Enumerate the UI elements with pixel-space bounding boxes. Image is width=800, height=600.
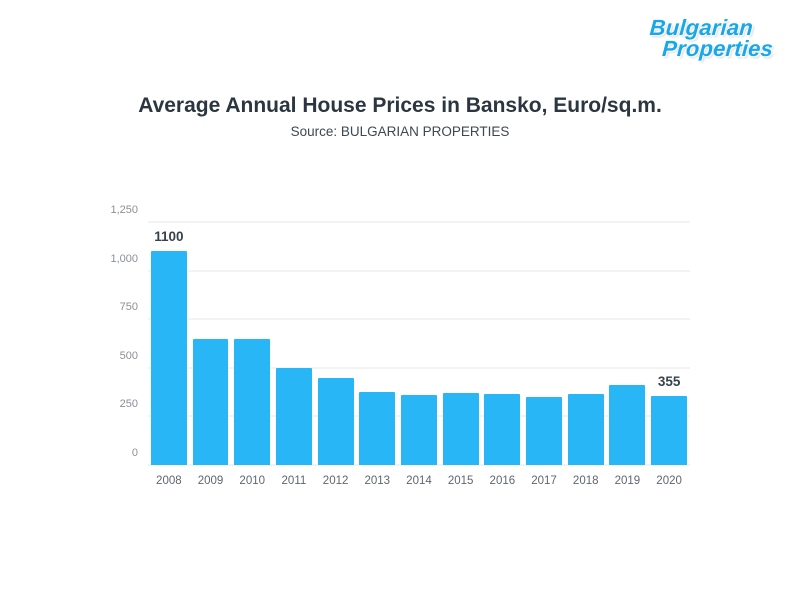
y-axis-tick-750: 750	[119, 301, 138, 314]
bar-slot-2019: 2019	[607, 222, 649, 487]
y-axis-tick-1,000: 1,000	[110, 252, 138, 265]
y-axis-tick-1,250: 1,250	[110, 204, 138, 216]
x-axis-label-2019: 2019	[614, 475, 641, 487]
bar-2019	[609, 385, 646, 465]
x-axis-label-2013: 2013	[364, 475, 391, 487]
bar-2020	[651, 396, 688, 465]
bar-2009	[192, 338, 229, 465]
value-label-2020: 355	[657, 374, 681, 389]
bar-slot-2014: 2014	[398, 222, 440, 487]
bar-slot-2009: 2009	[190, 222, 232, 487]
bar-2012	[317, 377, 354, 465]
bar-2017	[526, 396, 562, 465]
bar-2010	[234, 338, 271, 465]
value-label-2008: 1100	[154, 229, 184, 245]
y-axis-tick-500: 500	[119, 349, 138, 362]
bar-2008	[150, 251, 187, 465]
bar-slot-2013: 2013	[356, 222, 398, 487]
bar-2014	[401, 395, 437, 465]
brand-logo-line2: Properties	[661, 35, 775, 61]
gridline-1,250	[148, 221, 690, 223]
bar-slot-2010: 2010	[231, 222, 273, 487]
x-axis-label-2008: 2008	[156, 475, 182, 487]
x-axis-label-2012: 2012	[322, 475, 349, 487]
x-axis-label-2011: 2011	[281, 475, 307, 487]
x-axis-label-2017: 2017	[531, 475, 557, 487]
bar-2011	[275, 367, 312, 465]
bar-slot-2015: 2015	[440, 222, 482, 487]
bar-slot-2008: 2008 1100	[148, 222, 190, 487]
bar-slot-2011: 2011	[273, 222, 315, 487]
bar-slot-2020: 2020 355	[648, 222, 690, 487]
bar-2018	[567, 394, 604, 465]
brand-logo: Bulgarian Properties	[648, 15, 776, 61]
x-axis-label-2015: 2015	[447, 475, 474, 487]
x-axis-label-2010: 2010	[239, 475, 266, 487]
gridline-500	[148, 367, 690, 369]
gridline-0	[148, 464, 690, 466]
bars-container: 2008 1100 2009 2010 2011 2012 2013 2014 2015 2016…	[148, 222, 690, 487]
plot-area: 1,250 1,000 750 500 250 0 2008 1100 2009 2010 2011…	[110, 204, 690, 487]
gridline-1,000	[148, 270, 690, 272]
x-axis-label-2016: 2016	[489, 475, 516, 487]
x-axis-label-2020: 2020	[656, 475, 682, 487]
bar-slot-2012: 2012	[315, 222, 357, 487]
y-axis-tick-0: 0	[131, 447, 138, 459]
bar-slot-2016: 2016	[482, 222, 524, 487]
x-axis-label-2009: 2009	[197, 475, 224, 487]
x-axis-label-2014: 2014	[406, 475, 432, 487]
bar-2015	[442, 393, 479, 465]
gridline-750	[148, 318, 690, 320]
bar-2013	[359, 392, 396, 465]
chart-title: Average Annual House Prices in Bansko, E…	[138, 94, 662, 117]
x-axis-label-2018: 2018	[572, 475, 599, 487]
bar-chart: 1,250 1,000 750 500 250 0 2008 1100 2009 2010 2011…	[110, 204, 690, 487]
y-axis-tick-250: 250	[119, 398, 138, 411]
bar-slot-2017: 2017	[523, 222, 565, 487]
bar-slot-2018: 2018	[565, 222, 607, 487]
chart-subtitle: Source: BULGARIAN PROPERTIES	[290, 124, 510, 139]
bar-2016	[484, 394, 521, 465]
